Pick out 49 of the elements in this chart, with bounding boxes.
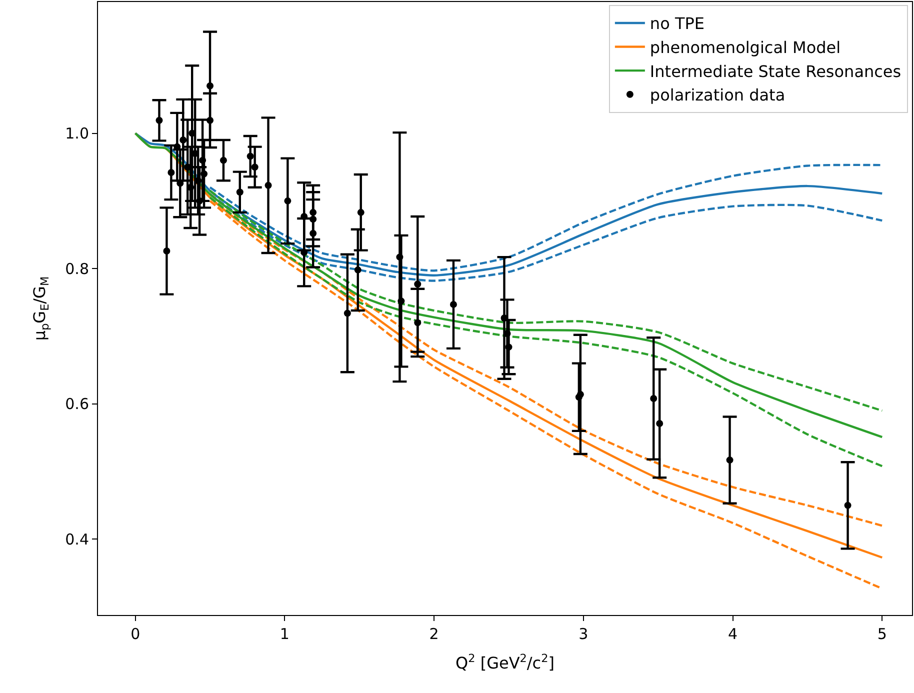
- x-tick-label: 1: [280, 625, 290, 643]
- point: [163, 247, 170, 254]
- point: [300, 248, 308, 256]
- point: [310, 208, 317, 216]
- point: [199, 156, 206, 164]
- point: [398, 298, 405, 305]
- point: [300, 212, 308, 220]
- point: [168, 169, 175, 176]
- point: [414, 319, 422, 326]
- point: [354, 266, 362, 274]
- point: [357, 208, 364, 216]
- point: [236, 188, 244, 196]
- point: [246, 152, 254, 160]
- legend-label: no TPE: [650, 14, 704, 34]
- point: [251, 164, 258, 171]
- point: [726, 456, 734, 464]
- point: [396, 254, 404, 261]
- y-tick-label: 0.6: [65, 395, 89, 414]
- point: [156, 116, 163, 124]
- legend-label: Intermediate State Resonances: [650, 62, 902, 81]
- x-tick-label: 2: [429, 625, 439, 643]
- x-tick-label: 0: [130, 625, 140, 643]
- point: [844, 502, 852, 509]
- point: [284, 197, 292, 204]
- point: [414, 280, 422, 288]
- legend-label: phenomenolgical Model: [650, 38, 841, 58]
- y-tick-label: 0.8: [65, 260, 89, 278]
- point: [200, 170, 208, 178]
- x-axis-title: Q$^{2}$ [GeV$^{2}$/c$^{2}$]: [456, 652, 554, 673]
- x-tick-label: 5: [877, 625, 887, 643]
- point: [650, 394, 658, 402]
- point: [505, 344, 512, 351]
- point: [220, 156, 227, 164]
- x-tick-label: 4: [728, 625, 738, 643]
- point: [206, 116, 214, 124]
- point: [344, 310, 351, 317]
- point: [656, 420, 664, 428]
- point: [450, 300, 457, 308]
- point: [576, 390, 584, 398]
- point: [310, 230, 317, 237]
- x-tick-label: 3: [578, 625, 588, 643]
- legend-label: polarization data: [650, 86, 786, 105]
- point: [196, 197, 204, 204]
- point: [310, 216, 317, 223]
- point: [180, 136, 187, 144]
- point: [264, 182, 272, 189]
- y-tick-label: 0.4: [65, 530, 89, 548]
- y-tick-label: 1.0: [65, 124, 89, 143]
- point: [206, 82, 214, 90]
